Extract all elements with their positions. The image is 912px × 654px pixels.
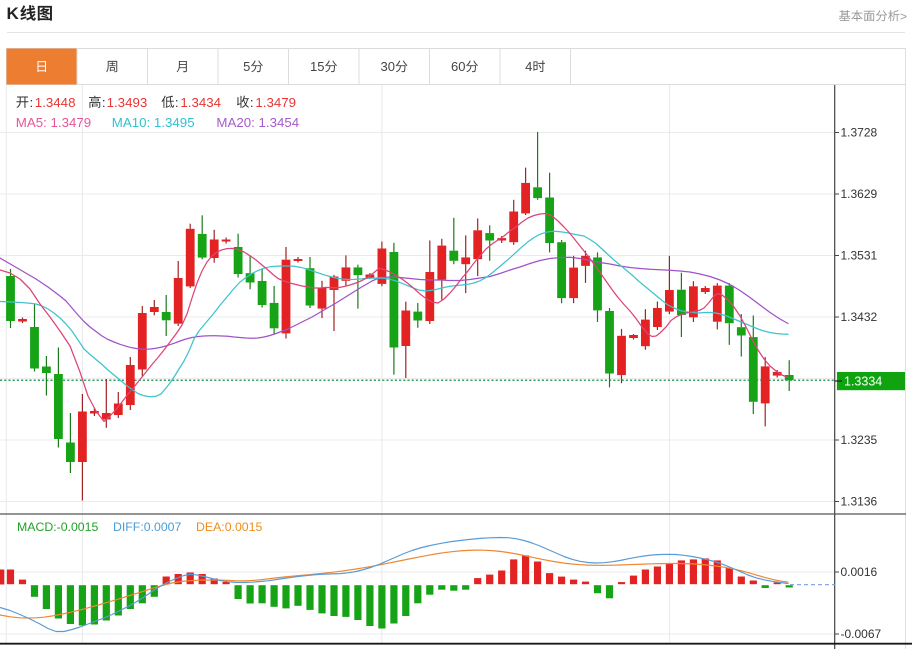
- svg-text:DIFF:0.0007: DIFF:0.0007: [113, 520, 182, 534]
- svg-text:K: K: [7, 4, 20, 23]
- svg-text:15: 15: [310, 59, 324, 74]
- svg-text:>: >: [900, 9, 907, 23]
- svg-text::: :: [250, 95, 254, 110]
- svg-text:30: 30: [381, 59, 395, 74]
- svg-text:1.3432: 1.3432: [841, 310, 878, 324]
- svg-text:MA10: 1.3495: MA10: 1.3495: [112, 115, 195, 130]
- svg-text::: :: [175, 95, 179, 110]
- svg-text:1.3728: 1.3728: [841, 126, 878, 140]
- svg-text:1.3493: 1.3493: [107, 95, 148, 110]
- svg-text::: :: [30, 95, 34, 110]
- svg-text:4: 4: [525, 59, 532, 74]
- svg-text:1.3334: 1.3334: [844, 375, 882, 389]
- svg-text:60: 60: [451, 59, 465, 74]
- svg-text:5: 5: [243, 59, 250, 74]
- svg-text:0.0016: 0.0016: [841, 565, 878, 579]
- svg-text:MA20: 1.3454: MA20: 1.3454: [216, 115, 299, 130]
- svg-text:1.3434: 1.3434: [180, 95, 221, 110]
- svg-text:1.3136: 1.3136: [841, 495, 878, 509]
- svg-text:1.3448: 1.3448: [35, 95, 76, 110]
- svg-text:-0.0067: -0.0067: [841, 627, 882, 641]
- svg-text:1.3531: 1.3531: [841, 249, 878, 263]
- svg-text:MACD:-0.0015: MACD:-0.0015: [17, 520, 98, 534]
- svg-text::: :: [102, 95, 106, 110]
- svg-text:1.3629: 1.3629: [841, 187, 878, 201]
- svg-text:DEA:0.0015: DEA:0.0015: [196, 520, 262, 534]
- svg-text:MA5: 1.3479: MA5: 1.3479: [16, 115, 91, 130]
- svg-text:1.3235: 1.3235: [841, 433, 878, 447]
- svg-text:1.3479: 1.3479: [255, 95, 296, 110]
